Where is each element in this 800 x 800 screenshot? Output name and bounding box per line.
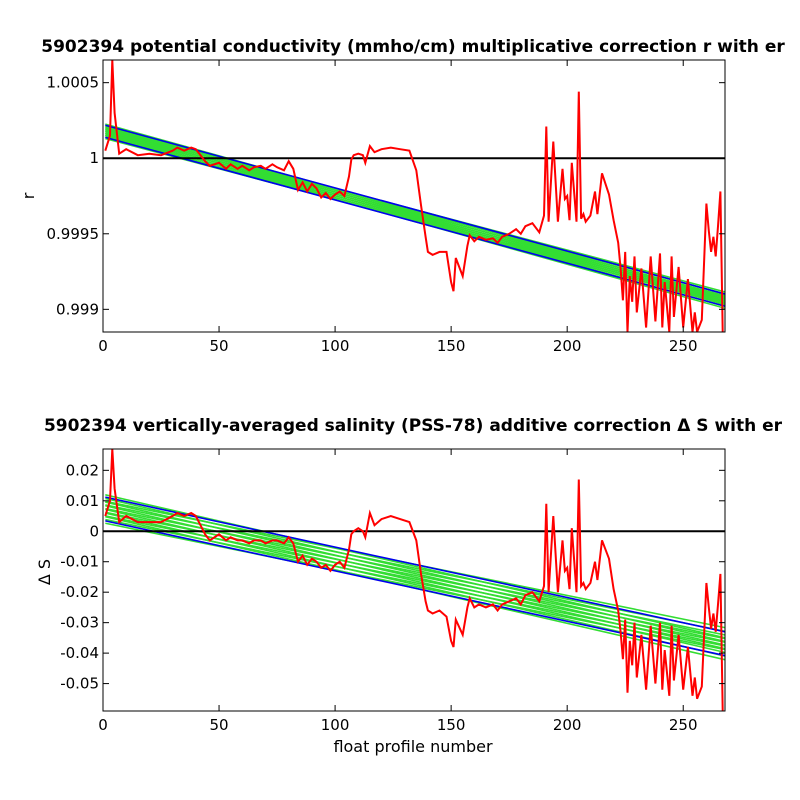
x-tick-label: 250: [669, 716, 698, 734]
x-tick-label: 100: [321, 337, 350, 355]
x-tick-label: 150: [437, 716, 466, 734]
x-tick-label: 200: [553, 337, 582, 355]
series-line: [104, 449, 724, 711]
fit-error-line: [105, 494, 725, 639]
x-tick-label: 250: [669, 337, 698, 355]
y-axis-label: Δ S: [35, 559, 54, 585]
fit-upper-bound-line: [105, 496, 725, 633]
fit-error-line: [105, 504, 725, 633]
axes-box: [102, 448, 726, 712]
y-axis-label: r: [19, 192, 38, 199]
x-tick-label: 50: [209, 716, 228, 734]
x-tick-label: 0: [98, 337, 108, 355]
x-tick-label: 200: [553, 716, 582, 734]
series-line: [104, 60, 724, 332]
y-tick-label: 0.9995: [47, 225, 100, 243]
y-tick-label: 1.0005: [47, 74, 100, 92]
fit-upper-bound-line: [105, 124, 725, 295]
panel-conductivity-correction: 5902394 potential conductivity (mmho/cm)…: [19, 37, 785, 355]
chart-title: 5902394 vertically-averaged salinity (PS…: [44, 416, 783, 436]
panel-salinity-correction: 5902394 vertically-averaged salinity (PS…: [35, 416, 783, 756]
x-tick-label: 100: [321, 716, 350, 734]
y-tick-label: 1: [89, 149, 99, 167]
y-tick-label: -0.04: [60, 644, 99, 662]
y-tick-label: -0.02: [60, 583, 99, 601]
x-tick-label: 150: [437, 337, 466, 355]
y-tick-label: -0.03: [60, 614, 99, 632]
y-tick-label: -0.01: [60, 553, 99, 571]
y-tick-label: -0.05: [60, 675, 99, 693]
y-tick-label: 0.02: [66, 461, 99, 479]
y-tick-label: 0: [89, 522, 99, 540]
x-tick-label: 50: [209, 337, 228, 355]
fit-lower-bound-line: [105, 520, 725, 657]
x-axis-label: float profile number: [333, 737, 493, 756]
y-tick-label: 0.999: [56, 300, 99, 318]
x-tick-label: 0: [98, 716, 108, 734]
axes: 0 50 100 150 200 250 0.02 0.01 0 -0.01 -0.02 -0.03 -…: [60, 449, 725, 734]
chart-title: 5902394 potential conductivity (mmho/cm)…: [41, 37, 785, 57]
y-tick-label: 0.01: [66, 492, 99, 510]
axes-box: [102, 59, 726, 333]
